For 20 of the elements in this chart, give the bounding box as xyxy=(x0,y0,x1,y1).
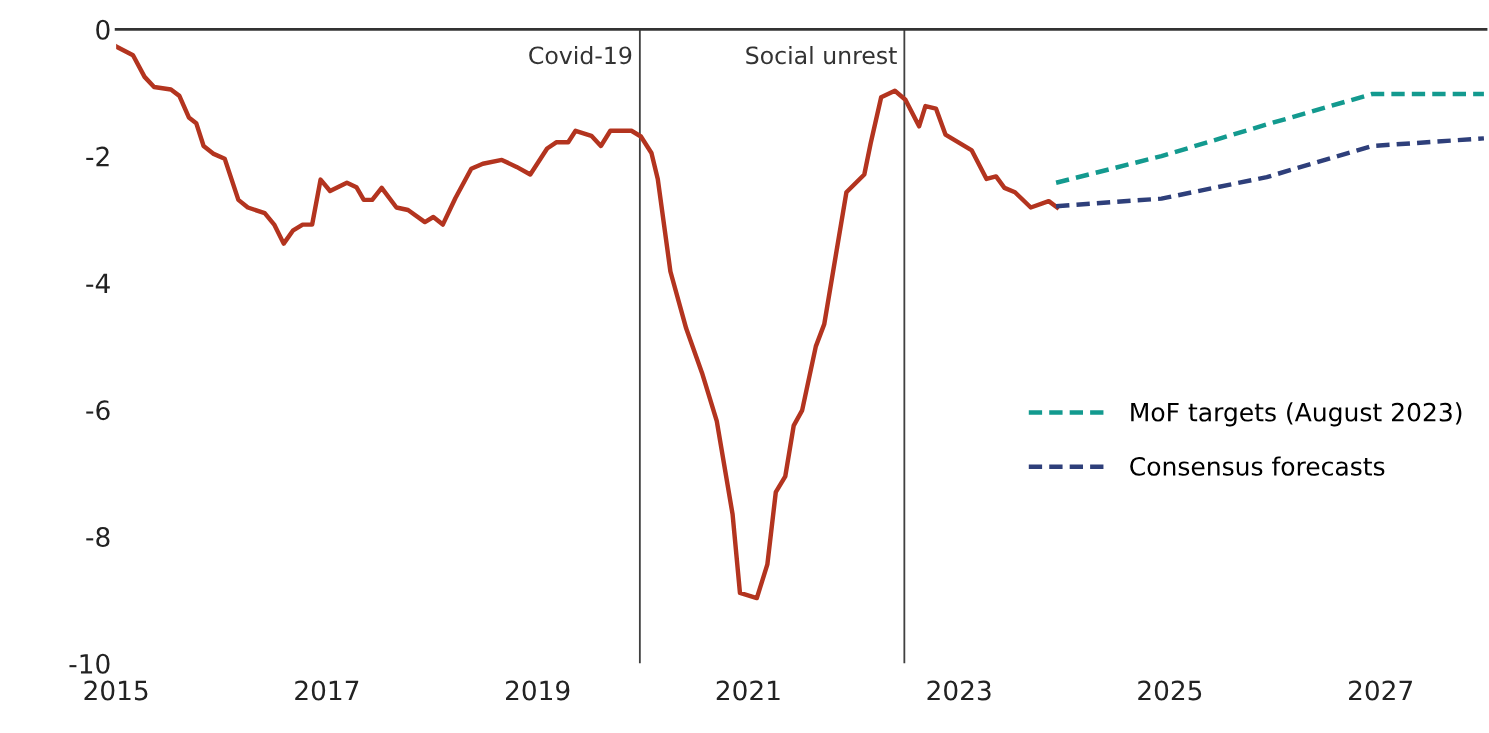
x-tick-label: 2027 xyxy=(1349,680,1412,701)
y-tick-label: -4 xyxy=(86,273,110,293)
x-tick-label: 2021 xyxy=(716,680,780,701)
ref-line-label: Social unrest xyxy=(746,45,897,65)
line-series xyxy=(1053,91,1487,185)
x-tick-label: 2015 xyxy=(84,680,148,701)
legend-label: Consensus forecasts xyxy=(1130,456,1385,476)
line-series xyxy=(116,44,1060,601)
ref-line-label: Covid-19 xyxy=(529,45,632,65)
line-series xyxy=(1053,136,1487,209)
x-tick-label: 2019 xyxy=(506,680,570,701)
x-tick-label: 2025 xyxy=(1138,680,1202,701)
y-tick-label: -2 xyxy=(86,146,109,167)
y-tick-label: -8 xyxy=(86,527,110,547)
x-tick-label: 2023 xyxy=(927,680,991,701)
y-tick-label: -6 xyxy=(86,400,110,421)
x-tick-label: 2017 xyxy=(295,680,359,701)
y-tick-label: 0 xyxy=(96,19,110,40)
legend-label: MoF targets (August 2023) xyxy=(1131,402,1462,427)
y-tick-label: -10 xyxy=(69,653,110,674)
